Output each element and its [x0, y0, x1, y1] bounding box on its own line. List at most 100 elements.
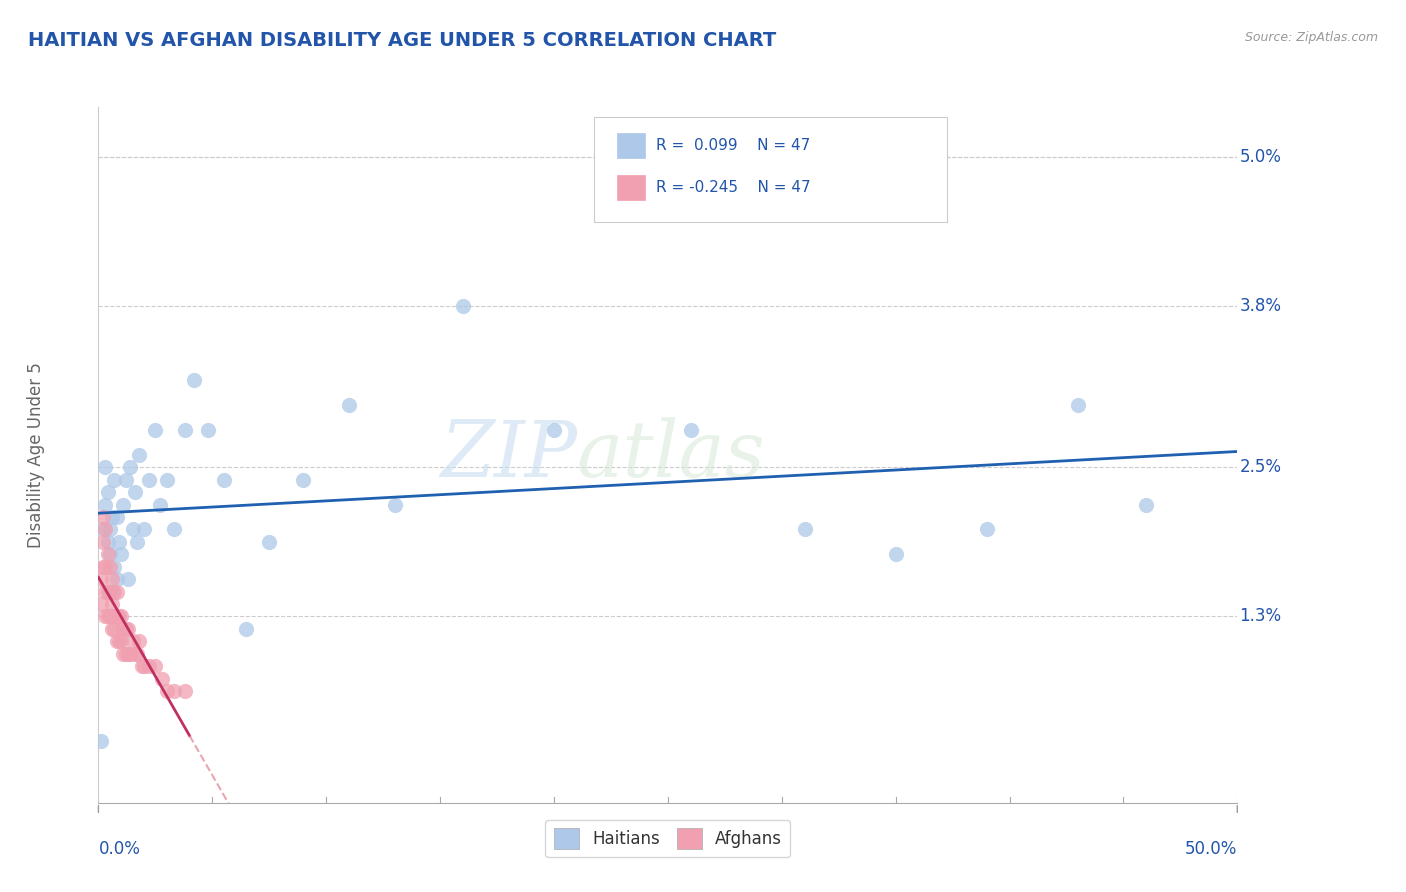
- Point: [91, 523, 114, 537]
- Point: [101, 597, 124, 611]
- Point: [94, 559, 117, 574]
- Point: [110, 634, 132, 648]
- Point: [94, 584, 117, 599]
- Point: [108, 534, 131, 549]
- Point: [162, 684, 184, 698]
- Point: [127, 647, 149, 661]
- Point: [138, 473, 160, 487]
- Point: [98, 523, 121, 537]
- Point: [94, 498, 117, 512]
- Text: atlas: atlas: [576, 417, 765, 493]
- Point: [105, 572, 128, 586]
- Point: [98, 559, 121, 574]
- Text: 1.3%: 1.3%: [1240, 607, 1282, 625]
- Point: [156, 684, 179, 698]
- Point: [128, 634, 150, 648]
- Point: [105, 609, 128, 624]
- Point: [174, 423, 197, 437]
- Point: [96, 485, 118, 500]
- Point: [101, 510, 124, 524]
- Point: [793, 523, 815, 537]
- Point: [90, 733, 112, 747]
- Legend: Haitians, Afghans: Haitians, Afghans: [546, 820, 790, 857]
- Point: [131, 659, 153, 673]
- Text: ZIP: ZIP: [440, 417, 576, 493]
- Point: [124, 647, 146, 661]
- Point: [156, 473, 179, 487]
- Point: [145, 423, 167, 437]
- Point: [138, 659, 160, 673]
- Point: [110, 609, 132, 624]
- Text: 3.8%: 3.8%: [1240, 297, 1281, 315]
- Point: [114, 622, 136, 636]
- Point: [103, 584, 125, 599]
- Point: [451, 299, 474, 313]
- Point: [145, 659, 167, 673]
- Point: [884, 547, 907, 561]
- Point: [96, 547, 118, 561]
- FancyBboxPatch shape: [617, 175, 645, 200]
- Point: [105, 634, 128, 648]
- Point: [337, 398, 360, 412]
- Point: [90, 597, 112, 611]
- Point: [114, 647, 136, 661]
- Point: [212, 473, 235, 487]
- Point: [94, 460, 117, 475]
- Point: [1067, 398, 1090, 412]
- Point: [174, 684, 197, 698]
- FancyBboxPatch shape: [617, 133, 645, 158]
- Point: [98, 609, 121, 624]
- Point: [124, 485, 146, 500]
- Point: [117, 622, 139, 636]
- Point: [96, 584, 118, 599]
- Point: [110, 547, 132, 561]
- Text: 5.0%: 5.0%: [1240, 148, 1281, 166]
- Point: [128, 448, 150, 462]
- Point: [112, 498, 135, 512]
- Text: HAITIAN VS AFGHAN DISABILITY AGE UNDER 5 CORRELATION CHART: HAITIAN VS AFGHAN DISABILITY AGE UNDER 5…: [28, 31, 776, 50]
- FancyBboxPatch shape: [593, 118, 946, 222]
- Point: [679, 423, 702, 437]
- Point: [132, 523, 155, 537]
- Point: [1135, 498, 1157, 512]
- Point: [292, 473, 315, 487]
- Point: [114, 473, 136, 487]
- Point: [90, 572, 112, 586]
- Point: [162, 523, 184, 537]
- Point: [183, 373, 205, 387]
- Point: [101, 572, 124, 586]
- Point: [132, 659, 155, 673]
- Point: [543, 423, 565, 437]
- Point: [197, 423, 219, 437]
- Point: [150, 672, 173, 686]
- Point: [235, 622, 257, 636]
- Text: R =  0.099    N = 47: R = 0.099 N = 47: [657, 137, 811, 153]
- Point: [384, 498, 406, 512]
- Point: [91, 534, 114, 549]
- Point: [976, 523, 998, 537]
- Point: [117, 572, 139, 586]
- Point: [120, 647, 142, 661]
- Point: [98, 584, 121, 599]
- Point: [259, 534, 281, 549]
- Point: [120, 460, 142, 475]
- Point: [108, 609, 131, 624]
- Text: Disability Age Under 5: Disability Age Under 5: [27, 362, 45, 548]
- Point: [105, 584, 128, 599]
- Point: [121, 523, 143, 537]
- Point: [103, 622, 125, 636]
- Point: [121, 634, 143, 648]
- Point: [112, 647, 135, 661]
- Text: 2.5%: 2.5%: [1240, 458, 1281, 476]
- Point: [108, 634, 131, 648]
- Point: [101, 622, 124, 636]
- Point: [117, 647, 139, 661]
- Text: R = -0.245    N = 47: R = -0.245 N = 47: [657, 179, 811, 194]
- Point: [96, 534, 118, 549]
- Point: [149, 498, 172, 512]
- Point: [103, 559, 125, 574]
- Point: [103, 473, 125, 487]
- Point: [91, 510, 114, 524]
- Text: 0.0%: 0.0%: [98, 840, 141, 858]
- Point: [94, 609, 117, 624]
